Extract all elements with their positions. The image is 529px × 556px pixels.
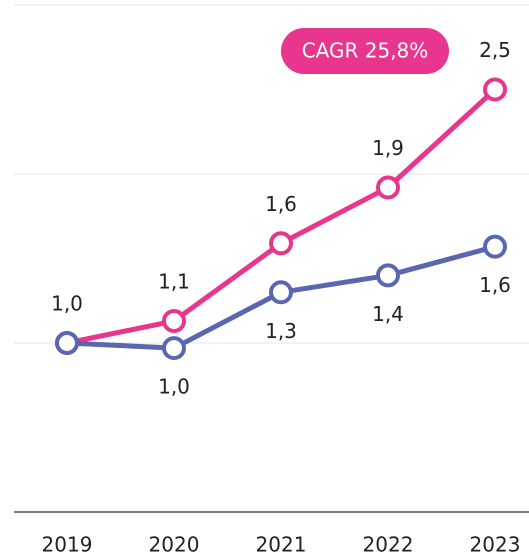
data-label: 1,0 [158,375,190,399]
x-tick-label: 2019 [42,533,93,556]
marker [376,175,400,200]
annotation-text: CAGR 25,8% [302,39,429,63]
marker [376,263,400,288]
data-label: 1,3 [265,319,297,343]
data-label: 1,1 [158,270,190,294]
annotation: CAGR 25,8% [281,28,449,74]
marker [269,280,293,305]
data-label: 1,6 [479,273,511,297]
x-tick-label: 2020 [149,533,200,556]
x-tick-label: 2022 [363,533,414,556]
marker [162,336,186,361]
data-label: 2,5 [479,38,511,62]
marker [55,331,79,355]
data-label: 1,6 [265,192,297,216]
data-label: 1,4 [372,302,404,326]
marker [162,309,186,334]
data-label: 1,0 [51,292,83,316]
marker [483,234,507,259]
x-tick-label: 2021 [256,533,307,556]
annotation-badge [281,28,449,74]
x-tick-label: 2023 [470,533,521,556]
marker [269,231,293,256]
data-label: 1,9 [372,136,404,160]
line [66,87,497,346]
marker [483,77,507,102]
